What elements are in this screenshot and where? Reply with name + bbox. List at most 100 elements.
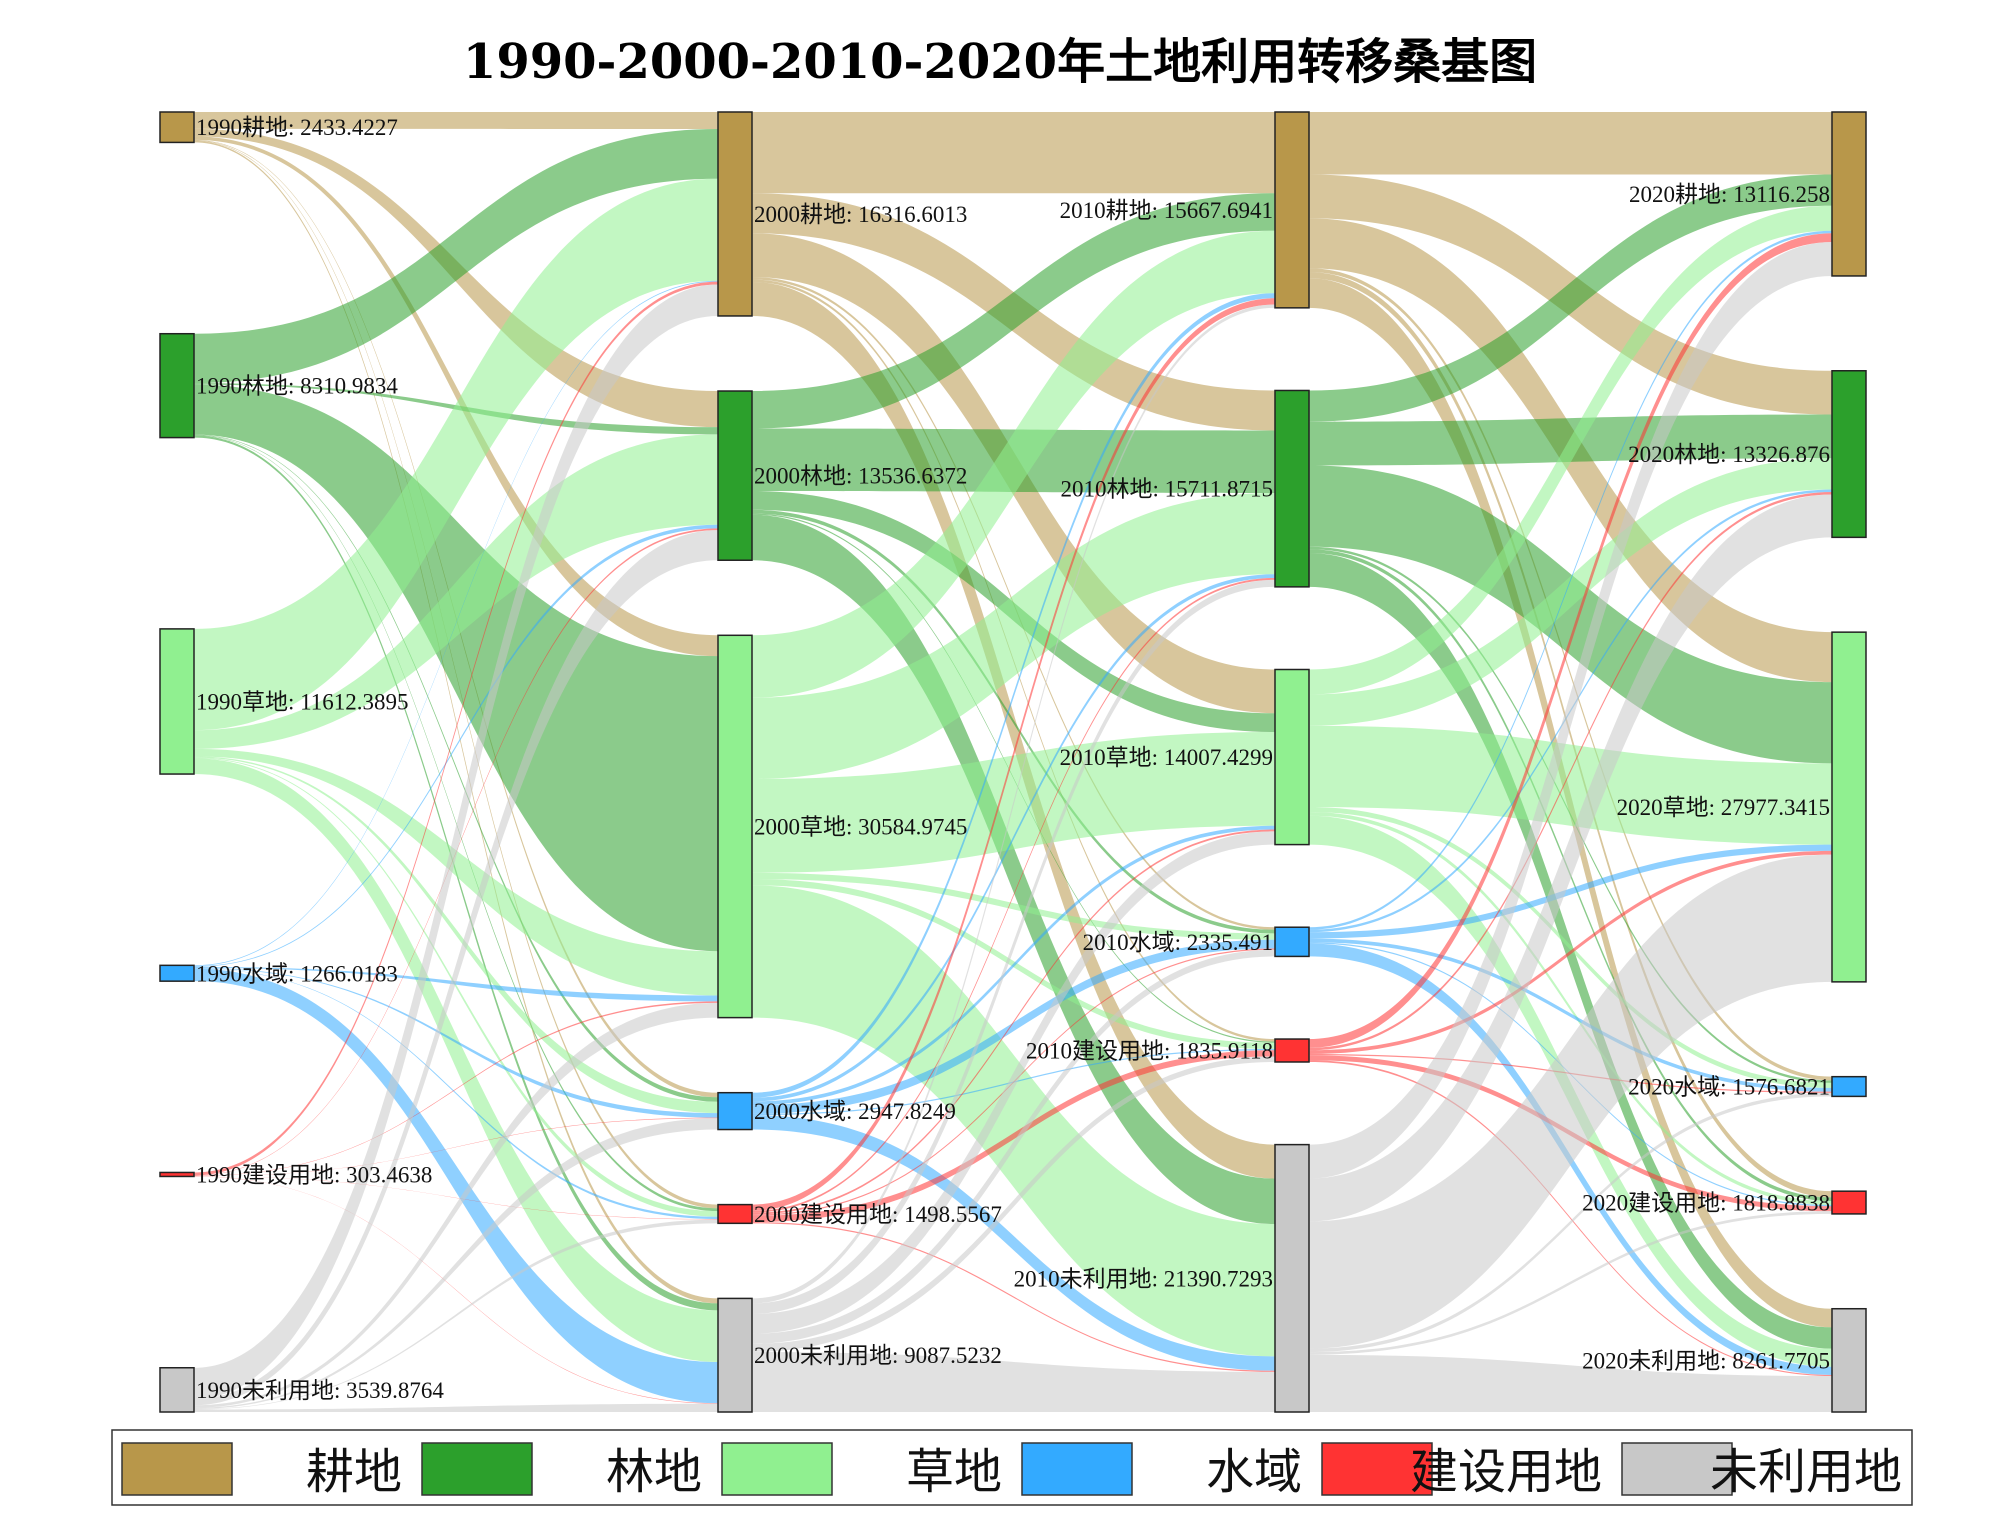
node-2020-shuiyu[interactable] — [1831, 1075, 1867, 1098]
flow-2000未利用地-to-2010水域 — [752, 949, 1275, 1344]
node-2020-lindi[interactable] — [1831, 370, 1867, 539]
chart-title: 1990-2000-2010-2020年土地利用转移桑基图 — [463, 34, 1537, 90]
flow-1990水域-to-2000耕地 — [194, 280, 718, 967]
node-2010-lindi[interactable] — [1274, 389, 1310, 588]
legend-label-weiliyong: 未利用地 — [1710, 1444, 1902, 1500]
flow-2000未利用地-to-2010未利用地 — [752, 1351, 1275, 1412]
flow-1990建设用地-to-2000草地 — [194, 1001, 718, 1177]
node-1990-jianshe[interactable] — [159, 1171, 195, 1178]
node-2020-jianshe[interactable] — [1831, 1190, 1867, 1215]
node-label-1990-weiliyong: 1990未利用地: 3539.8764 — [196, 1378, 444, 1403]
node-2020-gengdi[interactable] — [1831, 111, 1867, 277]
flow-1990水域-to-2000林地 — [194, 524, 718, 967]
flow-2000林地-to-2010耕地 — [752, 193, 1275, 429]
legend-swatch-caodi — [721, 1442, 833, 1496]
node-2000-gengdi[interactable] — [717, 111, 753, 317]
flow-1990建设用地-to-2000建设用地 — [194, 1176, 718, 1220]
flow-2010水域-to-2020草地 — [1309, 844, 1832, 939]
flow-2000草地-to-2010林地 — [752, 492, 1275, 780]
node-label-2010-caodi: 2010草地: 14007.4299 — [1060, 745, 1273, 770]
flow-2010林地-to-2020草地 — [1309, 465, 1832, 764]
node-2010-jianshe[interactable] — [1274, 1038, 1310, 1063]
flow-2010未利用地-to-2020水域 — [1309, 1092, 1832, 1353]
node-label-2000-lindi: 2000林地: 13536.6372 — [754, 464, 967, 489]
node-label-2000-weiliyong: 2000未利用地: 9087.5232 — [754, 1343, 1002, 1368]
legend-frame — [111, 1429, 1913, 1506]
node-2010-caodi[interactable] — [1274, 668, 1310, 846]
node-label-1990-lindi: 1990林地: 8310.9834 — [196, 374, 398, 399]
flow-1990草地-to-2000水域 — [194, 756, 718, 1114]
node-label-2000-gengdi: 2000耕地: 16316.6013 — [754, 202, 967, 227]
flow-2000水域-to-2010未利用地 — [752, 1115, 1275, 1371]
flow-1990建设用地-to-2000耕地 — [194, 281, 718, 1176]
flow-2000水域-to-2010水域 — [752, 939, 1275, 1114]
flow-2000林地-to-2010未利用地 — [752, 514, 1275, 1225]
node-label-2010-shuiyu: 2010水域: 2335.491 — [1083, 930, 1273, 955]
flow-1990耕地-to-2000未利用地 — [194, 140, 718, 1304]
flow-2010草地-to-2020建设用地 — [1309, 812, 1832, 1205]
flow-2000耕地-to-2010耕地 — [752, 112, 1275, 194]
node-2000-shuiyu[interactable] — [717, 1091, 753, 1131]
legend-swatch-lindi — [421, 1442, 533, 1496]
node-2000-weiliyong[interactable] — [717, 1297, 753, 1413]
node-2010-shuiyu[interactable] — [1274, 926, 1310, 958]
node-1990-caodi[interactable] — [159, 628, 195, 775]
flow-1990草地-to-2000建设用地 — [194, 757, 718, 1217]
node-label-2020-gengdi: 2020耕地: 13116.258 — [1629, 182, 1830, 207]
flow-2010建设用地-to-2020耕地 — [1309, 233, 1832, 1048]
flow-2010草地-to-2020水域 — [1309, 807, 1832, 1088]
node-1990-gengdi[interactable] — [159, 111, 195, 144]
flow-2010未利用地-to-2020林地 — [1309, 494, 1832, 1222]
flow-1990建设用地-to-2000水域 — [194, 1117, 718, 1177]
node-2020-caodi[interactable] — [1831, 631, 1867, 983]
node-label-2000-caodi: 2000草地: 30584.9745 — [754, 814, 967, 839]
node-1990-lindi[interactable] — [159, 332, 195, 439]
legend-label-jianshe: 建设用地 — [1410, 1444, 1602, 1500]
flow-2000未利用地-to-2010耕地 — [752, 304, 1275, 1304]
stage-nodes — [159, 111, 1867, 1413]
flow-2010水域-to-2020耕地 — [1309, 230, 1832, 930]
node-2000-jianshe[interactable] — [717, 1203, 753, 1225]
flow-2000建设用地-to-2010未利用地 — [752, 1222, 1275, 1372]
node-label-1990-shuiyu: 1990水域: 1266.0183 — [196, 961, 398, 986]
legend-label-lindi: 林地 — [606, 1444, 702, 1500]
legend-swatch-gengdi — [121, 1442, 233, 1496]
legend-swatch-weiliyong — [1621, 1442, 1733, 1496]
node-2010-gengdi[interactable] — [1274, 111, 1310, 309]
flow-2000未利用地-to-2010草地 — [752, 831, 1275, 1334]
flow-1990水域-to-2000草地 — [194, 966, 718, 1002]
flow-2000草地-to-2010耕地 — [752, 230, 1275, 698]
flow-2010草地-to-2020草地 — [1309, 725, 1832, 845]
node-2000-caodi[interactable] — [717, 634, 753, 1019]
node-2000-lindi[interactable] — [717, 390, 753, 561]
flow-2010建设用地-to-2020未利用地 — [1309, 1060, 1832, 1377]
legend-swatch-shuiyu — [1021, 1442, 1133, 1496]
node-2020-weiliyong[interactable] — [1831, 1307, 1867, 1413]
node-2010-weiliyong[interactable] — [1274, 1143, 1310, 1413]
node-label-1990-jianshe: 1990建设用地: 303.4638 — [196, 1162, 432, 1187]
node-label-2000-jianshe: 2000建设用地: 1498.5567 — [754, 1202, 1002, 1227]
node-1990-weiliyong[interactable] — [159, 1367, 195, 1413]
node-label-2020-jianshe: 2020建设用地: 1818.8838 — [1582, 1191, 1830, 1216]
flow-1990林地-to-2000耕地 — [194, 129, 718, 384]
node-1990-shuiyu[interactable] — [159, 964, 195, 982]
flow-2010耕地-to-2020耕地 — [1309, 112, 1832, 175]
flow-2000草地-to-2010未利用地 — [752, 885, 1275, 1357]
node-label-1990-caodi: 1990草地: 11612.3895 — [196, 689, 409, 714]
flow-2000林地-to-2010水域 — [752, 509, 1275, 934]
legend: 耕地 林地 草地 水域 建设用地 未利用地 — [111, 1429, 1913, 1506]
node-label-2020-lindi: 2020林地: 13326.876 — [1628, 442, 1830, 467]
flow-1990未利用地-to-2000草地 — [194, 1002, 718, 1408]
flow-2000建设用地-to-2010林地 — [752, 577, 1275, 1213]
flow-1990林地-to-2000草地 — [194, 384, 718, 952]
flow-1990未利用地-to-2000建设用地 — [194, 1219, 718, 1410]
node-label-2020-shuiyu: 2020水域: 1576.6821 — [1628, 1075, 1830, 1100]
flow-2010未利用地-to-2020未利用地 — [1309, 1354, 1832, 1412]
flow-2000水域-to-2010草地 — [752, 825, 1275, 1106]
flow-2010林地-to-2020耕地 — [1309, 174, 1832, 422]
flow-2010耕地-to-2020水域 — [1309, 268, 1832, 1081]
flow-2010草地-to-2020耕地 — [1309, 205, 1832, 695]
flow-links — [194, 112, 1832, 1412]
legend-label-shuiyu: 水域 — [1206, 1444, 1302, 1500]
